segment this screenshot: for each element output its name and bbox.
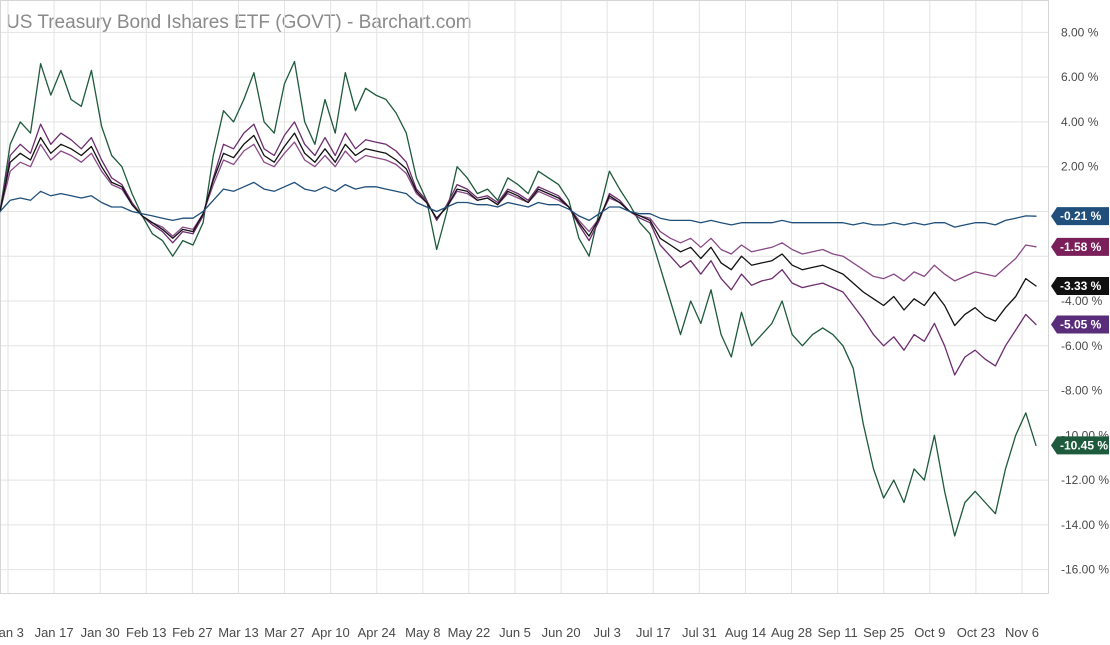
x-tick-label: Feb 27: [172, 625, 212, 640]
x-tick-label: Jan 17: [35, 625, 74, 640]
y-axis: 8.00 % 6.00 % 4.00 % 2.00 % -4.00 % -6.00 % -8…: [1061, 25, 1109, 576]
x-tick-label: Jul 31: [682, 625, 717, 640]
end-value-badge: -3.33 %: [1051, 277, 1109, 296]
plot-frame: [0, 0, 1049, 594]
y-tick-label: 8.00 %: [1061, 25, 1099, 39]
y-tick-label: -12.00 %: [1061, 473, 1109, 487]
y-tick-label: 4.00 %: [1061, 115, 1099, 129]
badge-shape: [1051, 207, 1109, 226]
series-line-1: [0, 121, 1037, 376]
x-tick-label: Aug 28: [771, 625, 812, 640]
y-tick-label: 6.00 %: [1061, 70, 1099, 84]
y-tick-label: -6.00 %: [1061, 339, 1103, 353]
series-line-0: [0, 60, 1037, 537]
x-tick-label: Mar 27: [264, 625, 304, 640]
end-value-badge: -1.58 %: [1051, 237, 1109, 256]
x-tick-label: Sep 11: [818, 625, 858, 640]
badge-shape: [1051, 237, 1109, 256]
x-tick-label: Apr 10: [311, 625, 349, 640]
x-tick-label: Jun 5: [499, 625, 531, 640]
end-value-badge: -5.05 %: [1051, 315, 1109, 334]
x-tick-label: Jan 3: [0, 625, 24, 640]
badge-value: -10.45 %: [1060, 438, 1108, 452]
end-value-badge: -0.21 %: [1051, 207, 1109, 226]
x-tick-label: Jan 30: [81, 625, 120, 640]
x-tick-label: Oct 23: [957, 625, 995, 640]
x-tick-label: Oct 9: [914, 625, 945, 640]
x-tick-label: Nov 6: [1005, 625, 1039, 640]
series-lines: [0, 60, 1037, 537]
y-tick-label: -16.00 %: [1061, 563, 1109, 577]
series-line-2: [0, 141, 1037, 282]
badge-shape: [1051, 436, 1109, 455]
series-line-4: [0, 181, 1037, 228]
x-tick-label: Mar 13: [218, 625, 258, 640]
y-tick-label: 2.00 %: [1061, 160, 1099, 174]
badge-shape: [1051, 315, 1109, 334]
end-value-badge: -10.45 %: [1051, 436, 1109, 455]
end-value-badges: -10.45 % -5.05 % -1.58 % -3.33 % -0.21 %: [1051, 207, 1109, 455]
badge-value: -5.05 %: [1060, 318, 1102, 332]
x-tick-label: May 8: [405, 625, 440, 640]
x-tick-label: Feb 13: [126, 625, 166, 640]
x-tick-label: Apr 24: [358, 625, 396, 640]
badge-value: -3.33 %: [1060, 279, 1102, 293]
badge-value: -1.58 %: [1060, 240, 1102, 254]
y-tick-label: -14.00 %: [1061, 518, 1109, 532]
badge-shape: [1051, 277, 1109, 296]
y-tick-label: -8.00 %: [1061, 384, 1103, 398]
x-tick-label: Jul 17: [636, 625, 671, 640]
x-tick-label: May 22: [448, 625, 491, 640]
y-tick-label: -4.00 %: [1061, 294, 1103, 308]
x-tick-label: Aug 14: [725, 625, 766, 640]
x-tick-label: Jul 3: [593, 625, 620, 640]
badge-value: -0.21 %: [1060, 209, 1102, 223]
grid-lines: [0, 0, 1048, 593]
series-line-3: [0, 132, 1037, 327]
x-axis: Jan 3 Jan 17 Jan 30 Feb 13 Feb 27 Mar 13 Mar 2…: [0, 625, 1039, 640]
x-tick-label: Jun 20: [542, 625, 581, 640]
x-tick-label: Sep 25: [863, 625, 904, 640]
